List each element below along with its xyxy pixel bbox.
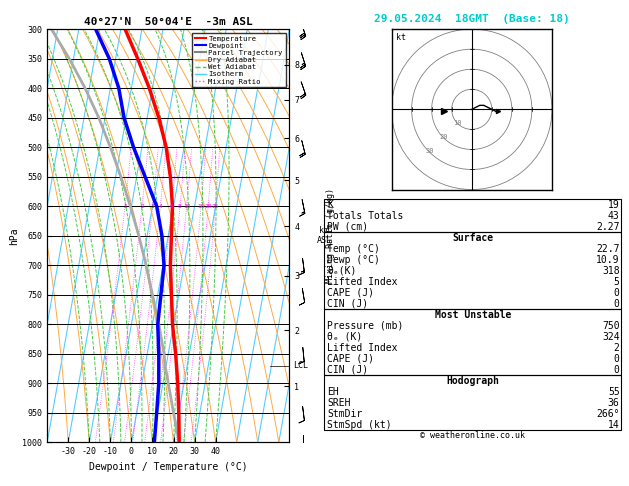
Text: Lifted Index: Lifted Index [327, 277, 398, 287]
Text: 19: 19 [608, 200, 620, 210]
Legend: Temperature, Dewpoint, Parcel Trajectory, Dry Adiabat, Wet Adiabat, Isotherm, Mi: Temperature, Dewpoint, Parcel Trajectory… [192, 33, 286, 87]
Text: 20: 20 [440, 135, 448, 140]
Text: StmDir: StmDir [327, 409, 362, 419]
Text: SREH: SREH [327, 398, 350, 408]
Text: 266°: 266° [596, 409, 620, 419]
Text: 0: 0 [614, 364, 620, 375]
X-axis label: Dewpoint / Temperature (°C): Dewpoint / Temperature (°C) [89, 462, 248, 472]
Text: 20: 20 [204, 204, 212, 208]
Text: 0: 0 [614, 299, 620, 309]
Text: StmSpd (kt): StmSpd (kt) [327, 420, 392, 430]
Text: Totals Totals: Totals Totals [327, 211, 403, 221]
Text: 30: 30 [425, 148, 434, 155]
Text: 5: 5 [614, 277, 620, 287]
Text: θₑ(K): θₑ(K) [327, 266, 357, 276]
Text: Lifted Index: Lifted Index [327, 343, 398, 353]
Text: K: K [327, 200, 333, 210]
Text: Pressure (mb): Pressure (mb) [327, 321, 403, 331]
Text: Surface: Surface [452, 233, 493, 243]
Text: θₑ (K): θₑ (K) [327, 332, 362, 342]
Text: 43: 43 [608, 211, 620, 221]
Text: Temp (°C): Temp (°C) [327, 244, 380, 254]
Text: 10.9: 10.9 [596, 255, 620, 265]
Text: 29.05.2024  18GMT  (Base: 18): 29.05.2024 18GMT (Base: 18) [374, 14, 570, 24]
Text: 2: 2 [614, 343, 620, 353]
Text: 22.7: 22.7 [596, 244, 620, 254]
Text: 4: 4 [159, 204, 162, 208]
Text: 6: 6 [170, 204, 174, 208]
Text: 8: 8 [178, 204, 182, 208]
Text: Mixing Ratio (g/kg): Mixing Ratio (g/kg) [326, 188, 335, 283]
Y-axis label: hPa: hPa [9, 227, 19, 244]
Text: 10: 10 [183, 204, 191, 208]
Text: CIN (J): CIN (J) [327, 364, 368, 375]
Text: 324: 324 [602, 332, 620, 342]
Text: 3: 3 [151, 204, 155, 208]
Text: 0: 0 [614, 288, 620, 298]
Text: © weatheronline.co.uk: © weatheronline.co.uk [420, 431, 525, 440]
Text: 2.27: 2.27 [596, 222, 620, 232]
Title: 40°27'N  50°04'E  -3m ASL: 40°27'N 50°04'E -3m ASL [84, 17, 253, 27]
Text: 1: 1 [123, 204, 127, 208]
Text: CAPE (J): CAPE (J) [327, 288, 374, 298]
Text: 16: 16 [198, 204, 205, 208]
Text: Dewp (°C): Dewp (°C) [327, 255, 380, 265]
Text: 318: 318 [602, 266, 620, 276]
Text: 10: 10 [454, 121, 462, 126]
Text: CAPE (J): CAPE (J) [327, 354, 374, 364]
Text: EH: EH [327, 387, 339, 397]
Text: 55: 55 [608, 387, 620, 397]
Text: 2: 2 [140, 204, 144, 208]
Text: kt: kt [396, 33, 406, 42]
Text: LCL: LCL [294, 361, 308, 370]
Text: 14: 14 [608, 420, 620, 430]
Text: 0: 0 [614, 354, 620, 364]
Text: 25: 25 [211, 204, 219, 208]
Text: PW (cm): PW (cm) [327, 222, 368, 232]
Text: 36: 36 [608, 398, 620, 408]
Text: CIN (J): CIN (J) [327, 299, 368, 309]
Y-axis label: km
ASL: km ASL [316, 226, 331, 245]
Text: 750: 750 [602, 321, 620, 331]
Text: Most Unstable: Most Unstable [435, 310, 511, 320]
Text: Hodograph: Hodograph [446, 376, 499, 386]
